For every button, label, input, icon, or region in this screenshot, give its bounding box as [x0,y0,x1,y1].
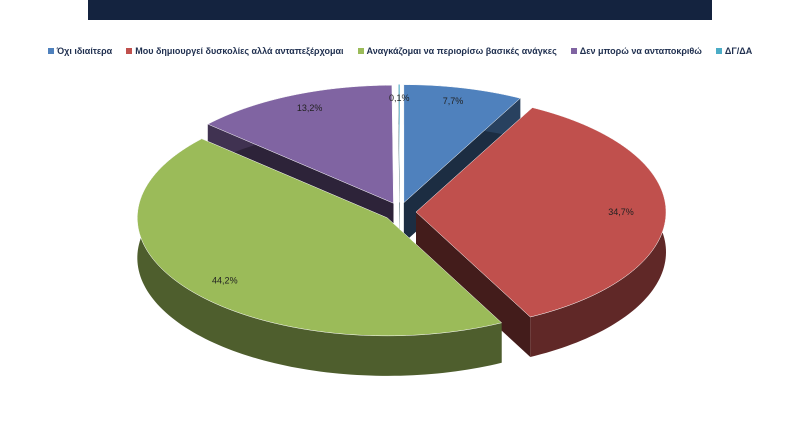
legend-swatch [47,48,54,54]
legend-label: ΔΓ/ΔΑ [724,46,753,56]
slice [403,84,521,204]
data-label: 13,2% [297,103,323,113]
slice [137,138,503,337]
pie-tops [137,84,667,337]
legend-swatch [715,48,722,54]
data-label: 7,7% [443,96,464,106]
legend-item: ΔΓ/ΔΑ [715,46,753,56]
legend-label: Όχι ιδιαίτερα [56,46,113,56]
header-bar [88,0,712,20]
slice [207,84,394,204]
slice-outer-wall [137,138,502,376]
legend-item: Αναγκάζομαι να περιορίσω βασικές ανάγκες [357,46,557,56]
legend-label: Δεν μπορώ να ανταποκριθώ [579,46,702,56]
legend-label: Αναγκάζομαι να περιορίσω βασικές ανάγκες [366,46,557,56]
legend-item: Δεν μπορώ να ανταποκριθώ [570,46,702,56]
legend-item: Μου δημιουργεί δυσκολίες αλλά ανταπεξέρχ… [126,46,344,56]
legend: Όχι ιδιαίτερα Μου δημιουργεί δυσκολίες αλ… [0,46,800,56]
slice [398,84,401,203]
legend-swatch [126,48,133,54]
legend-swatch [357,48,364,54]
legend-swatch [570,48,577,54]
data-label: 44,2% [212,276,238,286]
data-label: 34,7% [608,207,634,217]
legend-label: Μου δημιουργεί δυσκολίες αλλά ανταπεξέρχ… [135,46,344,56]
legend-item: Όχι ιδιαίτερα [47,46,113,56]
slice-edge-wall [415,212,531,357]
slice [415,107,667,318]
data-label: 0,1% [389,93,410,103]
